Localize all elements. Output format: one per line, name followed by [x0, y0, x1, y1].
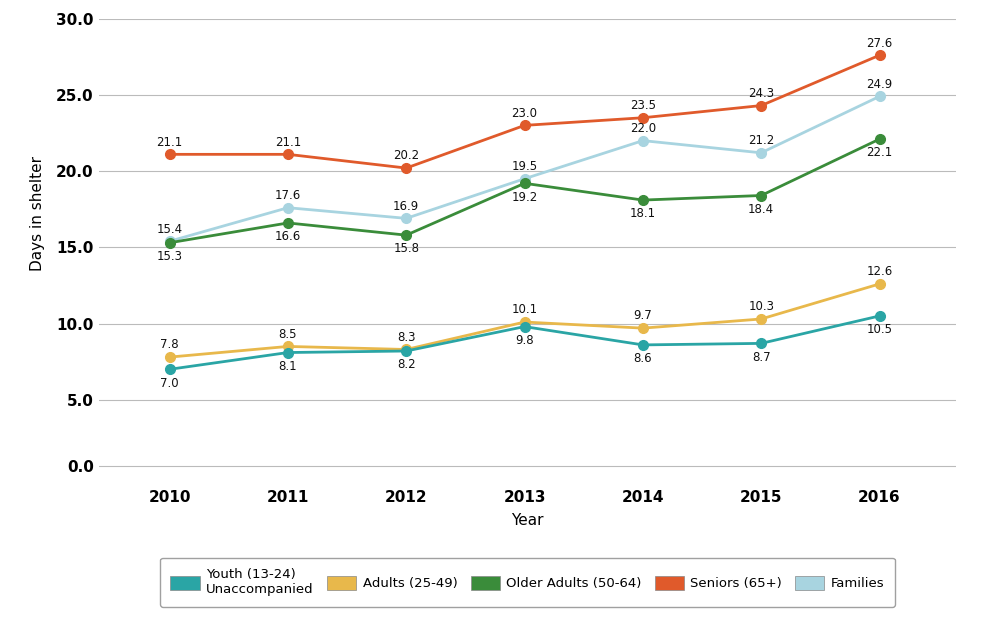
Text: 24.9: 24.9 [867, 78, 892, 91]
Text: 7.0: 7.0 [161, 376, 178, 389]
Text: 20.2: 20.2 [393, 149, 419, 162]
Text: 9.7: 9.7 [633, 309, 653, 322]
Text: 10.3: 10.3 [748, 300, 774, 313]
Text: 21.1: 21.1 [275, 136, 301, 149]
Text: 8.6: 8.6 [634, 352, 652, 365]
Text: 17.6: 17.6 [275, 189, 301, 202]
Text: 21.1: 21.1 [157, 136, 182, 149]
Text: 22.0: 22.0 [630, 122, 656, 135]
Text: 15.3: 15.3 [157, 250, 182, 263]
Text: 8.3: 8.3 [397, 331, 415, 344]
Text: 18.1: 18.1 [630, 207, 656, 220]
Text: 8.2: 8.2 [397, 358, 415, 371]
Text: 8.1: 8.1 [279, 360, 297, 373]
Text: 12.6: 12.6 [867, 265, 892, 278]
Text: 15.4: 15.4 [157, 223, 182, 236]
X-axis label: Year: Year [512, 513, 543, 528]
Text: 22.1: 22.1 [867, 146, 892, 159]
Text: 24.3: 24.3 [748, 87, 774, 100]
Text: 21.2: 21.2 [748, 134, 774, 147]
Text: 10.5: 10.5 [867, 323, 892, 336]
Text: 23.5: 23.5 [630, 99, 656, 112]
Text: 10.1: 10.1 [512, 304, 537, 317]
Text: 16.9: 16.9 [393, 200, 419, 213]
Text: 19.2: 19.2 [512, 190, 537, 203]
Text: 15.8: 15.8 [393, 243, 419, 256]
Text: 16.6: 16.6 [275, 230, 301, 243]
Text: 18.4: 18.4 [748, 203, 774, 216]
Text: 23.0: 23.0 [512, 107, 537, 119]
Text: 27.6: 27.6 [867, 37, 892, 50]
Legend: Youth (13-24)
Unaccompanied, Adults (25-49), Older Adults (50-64), Seniors (65+): Youth (13-24) Unaccompanied, Adults (25-… [160, 558, 895, 607]
Y-axis label: Days in shelter: Days in shelter [30, 156, 45, 271]
Text: 19.5: 19.5 [512, 160, 537, 173]
Text: 9.8: 9.8 [516, 334, 533, 347]
Text: 8.7: 8.7 [752, 351, 770, 364]
Text: 7.8: 7.8 [161, 338, 178, 351]
Text: 8.5: 8.5 [279, 328, 297, 341]
